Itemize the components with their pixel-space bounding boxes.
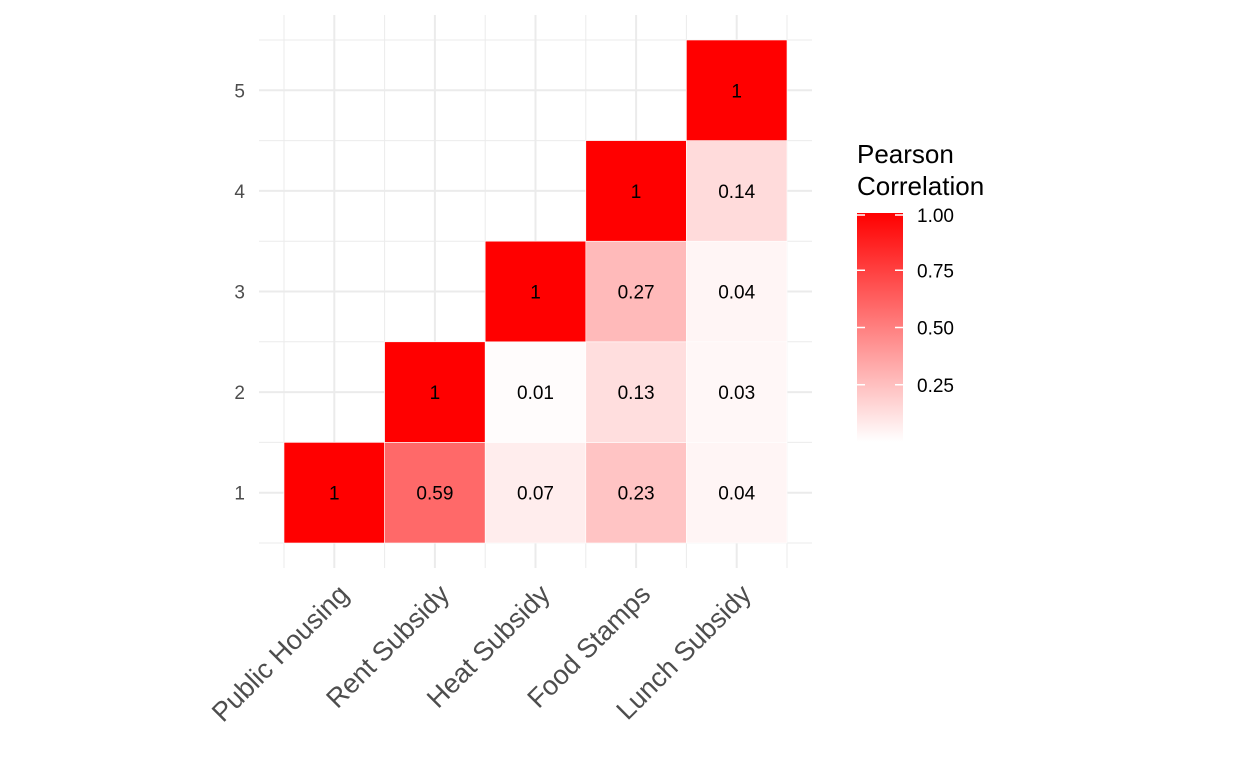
y-tick-label: 4 bbox=[234, 182, 245, 203]
heatmap-cell bbox=[585, 240, 687, 343]
heatmap-cell bbox=[585, 341, 687, 443]
heatmap-cell bbox=[384, 341, 486, 443]
heatmap-cell bbox=[484, 240, 587, 343]
legend-title-line1: Pearson bbox=[857, 139, 954, 169]
cell-value-label: 0.03 bbox=[718, 383, 755, 404]
cell-value-label: 0.01 bbox=[517, 383, 554, 404]
legend-title-line2: Correlation bbox=[857, 171, 984, 201]
cell-value-label: 1 bbox=[530, 283, 541, 304]
cell-value-label: 1 bbox=[329, 484, 340, 505]
cell-value-label: 0.14 bbox=[718, 182, 755, 203]
cell-value-label: 0.23 bbox=[618, 484, 655, 505]
y-tick-label: 3 bbox=[234, 283, 245, 304]
heatmap-cell bbox=[686, 240, 788, 343]
legend-tick-label: 0.75 bbox=[917, 261, 954, 282]
y-tick-label: 5 bbox=[234, 81, 245, 102]
heatmap-cell bbox=[484, 442, 587, 544]
heatmap-cells bbox=[283, 39, 788, 544]
legend-tick-label: 1.00 bbox=[917, 206, 954, 227]
cell-value-label: 0.07 bbox=[517, 484, 554, 505]
cell-value-label: 0.59 bbox=[416, 484, 453, 505]
heatmap-cell bbox=[686, 140, 788, 242]
y-tick-label: 1 bbox=[234, 484, 245, 505]
cell-value-label: 0.04 bbox=[718, 484, 755, 505]
heatmap-cell bbox=[686, 442, 788, 544]
heatmap-cell bbox=[686, 341, 788, 443]
cell-value-label: 1 bbox=[631, 182, 642, 203]
cell-value-label: 1 bbox=[731, 81, 742, 102]
legend-tick-label: 0.50 bbox=[917, 319, 954, 340]
heatmap-cell bbox=[686, 39, 788, 141]
legend: Pearson Correlation 1.00 0.75 0.50 0.25 bbox=[857, 139, 984, 442]
heatmap-cell bbox=[585, 140, 687, 242]
y-tick-label: 2 bbox=[234, 383, 245, 404]
cell-value-label: 0.04 bbox=[718, 283, 755, 304]
heatmap-cell bbox=[384, 442, 486, 544]
heatmap-cell bbox=[484, 341, 587, 443]
cell-value-label: 1 bbox=[430, 383, 441, 404]
legend-tick-label: 0.25 bbox=[917, 376, 954, 397]
heatmap-cell bbox=[283, 442, 385, 544]
cell-value-label: 0.13 bbox=[618, 383, 655, 404]
cell-value-label: 0.27 bbox=[618, 283, 655, 304]
y-axis-ticks: 1 2 3 4 5 bbox=[234, 81, 245, 504]
cell-labels: 1 0.59 0.07 0.23 0.04 1 0.01 0.13 0.03 1 0.27 0.04 1… bbox=[329, 81, 756, 504]
